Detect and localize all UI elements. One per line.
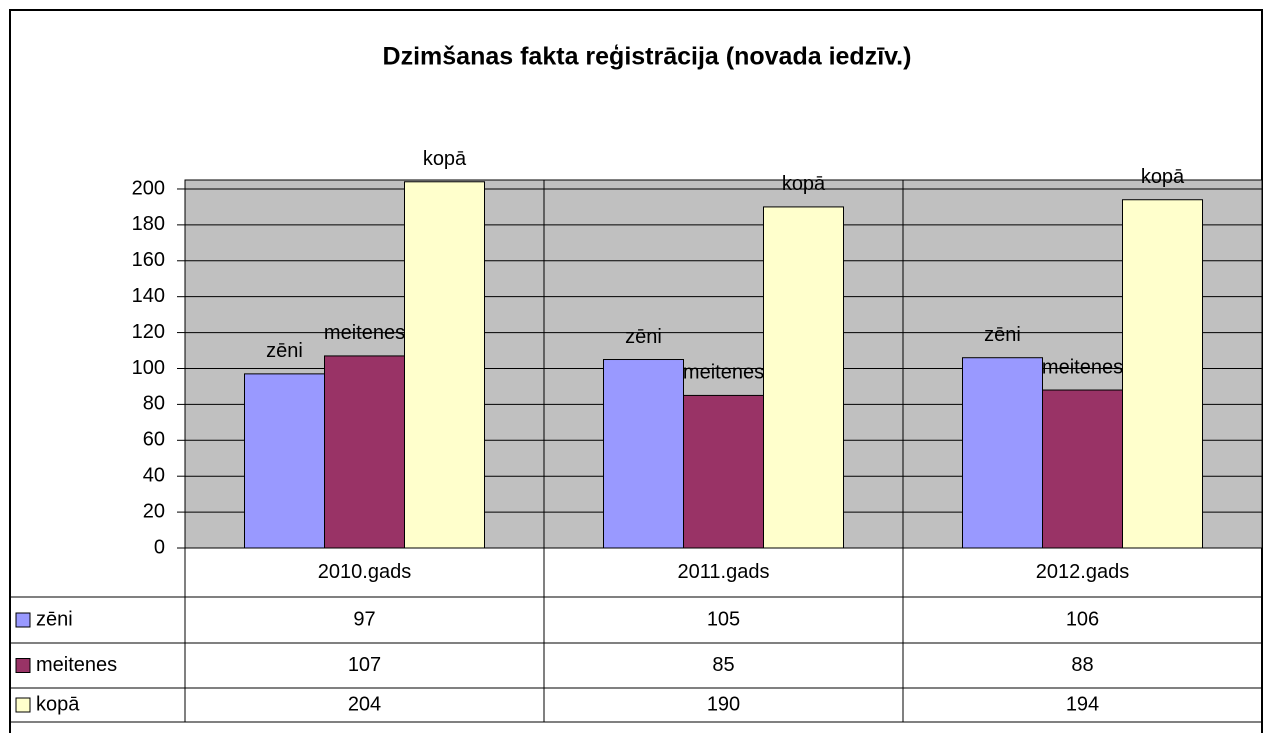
bar — [404, 181, 485, 549]
bar-label: meitenes — [324, 322, 405, 344]
table-value: 190 — [707, 693, 740, 715]
y-tick-label: 180 — [132, 213, 165, 235]
bar — [244, 373, 325, 549]
table-value: 106 — [1066, 608, 1099, 630]
y-tick-label: 40 — [143, 464, 165, 486]
x-tick-label: 2010.gads — [318, 561, 411, 583]
legend-key — [15, 612, 31, 628]
bar-label: meitenes — [683, 362, 764, 384]
bar — [763, 206, 844, 549]
y-tick-label: 20 — [143, 500, 165, 522]
x-tick-label: 2012.gads — [1036, 561, 1129, 583]
legend-label: meitenes — [36, 654, 117, 676]
table-value: 105 — [707, 608, 740, 630]
bar-label: kopā — [423, 148, 467, 170]
bar-label: zēni — [266, 340, 303, 362]
table-value: 88 — [1071, 654, 1093, 676]
bar-label: kopā — [1141, 166, 1185, 188]
bar — [603, 359, 684, 549]
y-tick-label: 0 — [154, 536, 165, 558]
y-tick-label: 200 — [132, 177, 165, 199]
x-tick-label: 2011.gads — [678, 561, 770, 583]
legend-label: kopā — [36, 693, 80, 715]
bar — [683, 394, 764, 549]
bar — [324, 355, 405, 549]
bar-label: zēni — [625, 326, 662, 348]
bar-label: kopā — [782, 173, 826, 195]
bar — [1122, 199, 1203, 549]
legend-key — [15, 697, 31, 713]
table-value: 107 — [348, 654, 381, 676]
y-tick-label: 160 — [132, 249, 165, 271]
y-tick-label: 60 — [143, 429, 165, 451]
y-tick-label: 120 — [132, 321, 165, 343]
bar — [1042, 389, 1123, 549]
bar-label: meitenes — [1042, 356, 1123, 378]
legend-label: zēni — [36, 608, 73, 630]
legend-key — [15, 658, 31, 673]
y-tick-label: 140 — [132, 285, 165, 307]
y-tick-label: 100 — [132, 357, 165, 379]
y-tick-label: 80 — [143, 393, 165, 415]
bar — [962, 357, 1043, 549]
table-value: 194 — [1066, 693, 1099, 715]
table-value: 97 — [353, 608, 375, 630]
table-value: 204 — [348, 693, 381, 715]
table-value: 85 — [712, 654, 734, 676]
chart-title: Dzimšanas fakta reģistrācija (novada ied… — [383, 43, 912, 71]
bar-label: zēni — [984, 324, 1021, 346]
